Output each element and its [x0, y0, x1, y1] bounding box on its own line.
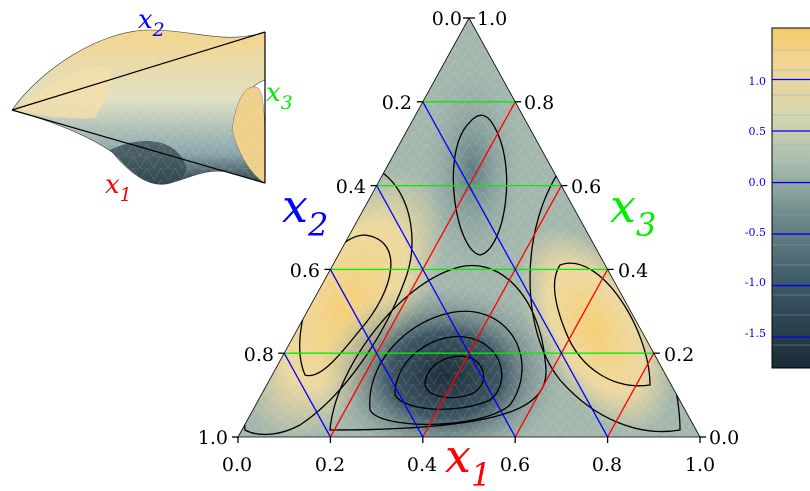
x2-tick-0: 1.0 — [198, 427, 228, 449]
surface-mesh — [12, 30, 265, 185]
x3-tick-2: 0.4 — [618, 260, 648, 282]
colorbar-tick-1: 0.5 — [749, 125, 767, 138]
grid-line-x2-0.8 — [422, 101, 609, 437]
x2-tick-2: 0.6 — [290, 260, 320, 282]
inset-x2-label: x2 — [138, 5, 165, 41]
colorbar-tick-2: 0.0 — [749, 176, 767, 189]
colorbar-gradient — [772, 28, 810, 368]
x1-tick-5: 1.0 — [685, 454, 715, 476]
x1-tick-1: 0.2 — [315, 454, 345, 476]
grid-line-x2-0.6 — [376, 185, 516, 437]
colorbar-ticks — [772, 78, 810, 338]
ternary-grid-lines — [283, 101, 655, 437]
grid-line-x1-0.4 — [422, 185, 562, 437]
grid-line-x2-0.2 — [283, 352, 331, 437]
ternary-tick-marks — [232, 17, 706, 443]
x1-tick-3: 0.6 — [500, 454, 530, 476]
x3-tick-1: 0.2 — [664, 344, 694, 366]
x3-tick-4: 0.8 — [524, 92, 554, 114]
colorbar-tick-3: -0.5 — [745, 226, 766, 239]
contour-inner-2 — [394, 336, 503, 410]
x3-tick-5: 1.0 — [477, 8, 507, 30]
x2-tick-4: 0.2 — [382, 92, 412, 114]
grid-line-x2-0.4 — [329, 269, 424, 437]
x1-tick-2: 0.4 — [407, 454, 437, 476]
triangle-frame — [237, 17, 701, 438]
inset-x3-label: x3 — [266, 78, 293, 114]
surface-edge-front — [11, 109, 266, 184]
contour-right-inner — [553, 262, 651, 387]
x1-tick-0: 0.0 — [222, 454, 252, 476]
grid-line-x1-0.8 — [607, 352, 655, 437]
x2-tick-3: 0.4 — [336, 176, 366, 198]
colorbar-tick-5: -1.5 — [745, 327, 766, 340]
colorbar-tick-4: -1.0 — [745, 276, 766, 289]
contour-mid — [329, 264, 547, 431]
x3-tick-3: 0.6 — [571, 176, 601, 198]
x1-axis-label: x1 — [445, 429, 491, 491]
colorbar: 1.0 0.5 0.0 -0.5 -1.0 -1.5 — [745, 27, 810, 369]
ternary-heatmap — [238, 18, 700, 437]
x2-tick-1: 0.8 — [244, 344, 274, 366]
surface-inset: x2 x3 x1 — [11, 5, 293, 206]
colorbar-frame — [771, 27, 810, 369]
surface-edge-back — [11, 31, 266, 111]
x1-tick-4: 0.8 — [592, 454, 622, 476]
colorbar-tick-0: 1.0 — [749, 75, 767, 88]
x3-tick-0: 0.0 — [709, 427, 739, 449]
x2-tick-5: 0.0 — [432, 8, 462, 30]
colorbar-band-lines — [772, 49, 810, 346]
inset-x1-label: x1 — [105, 170, 132, 206]
contour-inner-1 — [369, 310, 523, 426]
x3-axis-label: x3 — [610, 179, 656, 244]
x2-axis-label: x2 — [282, 179, 328, 244]
